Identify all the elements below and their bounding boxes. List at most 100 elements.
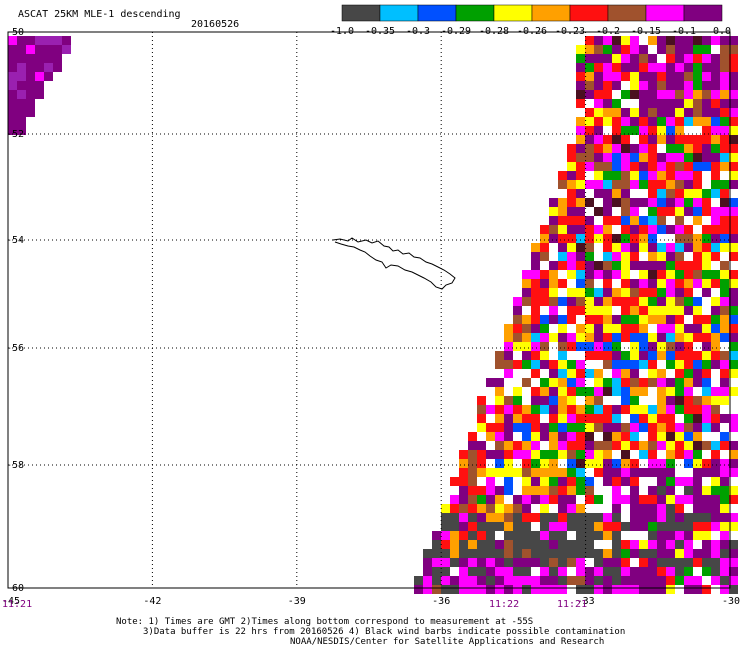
- wind-data-cell: [549, 306, 558, 315]
- wind-data-cell: [603, 441, 612, 450]
- wind-data-cell: [630, 135, 639, 144]
- wind-data-cell: [522, 351, 531, 360]
- wind-data-cell: [531, 549, 540, 558]
- wind-data-cell: [702, 396, 711, 405]
- wind-data-cell: [594, 180, 603, 189]
- wind-data-cell: [720, 171, 729, 180]
- wind-data-cell: [585, 378, 594, 387]
- wind-data-cell: [567, 243, 576, 252]
- wind-data-cell: [711, 504, 720, 513]
- wind-data-cell: [648, 225, 657, 234]
- wind-data-cell: [648, 126, 657, 135]
- wind-data-cell: [630, 585, 639, 594]
- wind-data-cell: [648, 576, 657, 585]
- wind-data-cell: [612, 522, 621, 531]
- wind-data-cell: [657, 513, 666, 522]
- wind-data-cell: [675, 558, 684, 567]
- wind-data-cell: [522, 405, 531, 414]
- wind-data-cell: [603, 324, 612, 333]
- wind-data-cell: [549, 198, 558, 207]
- wind-data-cell: [657, 207, 666, 216]
- wind-data-cell: [477, 585, 486, 594]
- wind-data-cell: [603, 459, 612, 468]
- wind-data-cell: [558, 477, 567, 486]
- wind-data-cell: [657, 198, 666, 207]
- wind-data-cell: [441, 513, 450, 522]
- wind-data-cell: [603, 54, 612, 63]
- wind-data-cell: [513, 459, 522, 468]
- wind-data-cell: [639, 180, 648, 189]
- wind-data-cell: [459, 513, 468, 522]
- wind-data-cell: [585, 441, 594, 450]
- wind-data-cell: [729, 189, 738, 198]
- wind-data-cell: [657, 63, 666, 72]
- wind-data-cell: [522, 468, 531, 477]
- wind-data-cell: [693, 342, 702, 351]
- wind-data-cell: [612, 144, 621, 153]
- wind-data-cell: [495, 414, 504, 423]
- wind-data-cell: [648, 441, 657, 450]
- wind-data-cell: [684, 252, 693, 261]
- wind-data-cell: [603, 540, 612, 549]
- wind-data-cell: [585, 540, 594, 549]
- wind-data-cell: [666, 252, 675, 261]
- wind-data-cell: [531, 396, 540, 405]
- wind-data-cell: [594, 306, 603, 315]
- wind-data-cell: [585, 72, 594, 81]
- wind-data-cell: [576, 63, 585, 72]
- wind-data-cell: [621, 522, 630, 531]
- wind-data-cell: [648, 243, 657, 252]
- wind-data-cell: [495, 432, 504, 441]
- wind-data-cell: [522, 369, 531, 378]
- wind-data-cell: [684, 99, 693, 108]
- wind-data-cell: [468, 468, 477, 477]
- wind-data-cell: [477, 459, 486, 468]
- wind-data-cell: [8, 72, 17, 81]
- wind-data-cell: [8, 45, 17, 54]
- wind-data-cell: [720, 99, 729, 108]
- wind-data-cell: [684, 216, 693, 225]
- wind-data-cell: [603, 414, 612, 423]
- wind-data-cell: [486, 477, 495, 486]
- wind-data-cell: [693, 99, 702, 108]
- wind-data-cell: [720, 81, 729, 90]
- wind-data-cell: [594, 360, 603, 369]
- wind-data-cell: [26, 54, 35, 63]
- wind-data-cell: [540, 585, 549, 594]
- wind-data-cell: [648, 351, 657, 360]
- wind-data-cell: [702, 486, 711, 495]
- wind-data-cell: [657, 144, 666, 153]
- wind-data-cell: [558, 387, 567, 396]
- wind-data-cell: [675, 576, 684, 585]
- wind-data-cell: [558, 171, 567, 180]
- wind-data-cell: [603, 234, 612, 243]
- wind-data-cell: [675, 540, 684, 549]
- wind-data-cell: [540, 513, 549, 522]
- wind-data-cell: [648, 396, 657, 405]
- wind-data-cell: [594, 549, 603, 558]
- wind-data-cell: [675, 477, 684, 486]
- wind-data-cell: [657, 153, 666, 162]
- wind-data-cell: [522, 450, 531, 459]
- wind-data-cell: [711, 324, 720, 333]
- wind-data-cell: [630, 162, 639, 171]
- wind-data-cell: [621, 540, 630, 549]
- wind-data-cell: [567, 369, 576, 378]
- wind-data-cell: [648, 171, 657, 180]
- wind-data-cell: [720, 54, 729, 63]
- wind-data-cell: [612, 441, 621, 450]
- wind-data-cell: [558, 486, 567, 495]
- wind-data-cell: [711, 36, 720, 45]
- wind-data-cell: [612, 297, 621, 306]
- wind-data-cell: [639, 450, 648, 459]
- wind-data-cell: [729, 162, 738, 171]
- wind-data-cell: [621, 261, 630, 270]
- wind-data-cell: [684, 441, 693, 450]
- wind-data-cell: [639, 279, 648, 288]
- wind-data-cell: [621, 189, 630, 198]
- wind-data-cell: [711, 261, 720, 270]
- wind-data-cell: [540, 270, 549, 279]
- wind-data-cell: [648, 333, 657, 342]
- wind-data-cell: [621, 243, 630, 252]
- wind-data-cell: [675, 585, 684, 594]
